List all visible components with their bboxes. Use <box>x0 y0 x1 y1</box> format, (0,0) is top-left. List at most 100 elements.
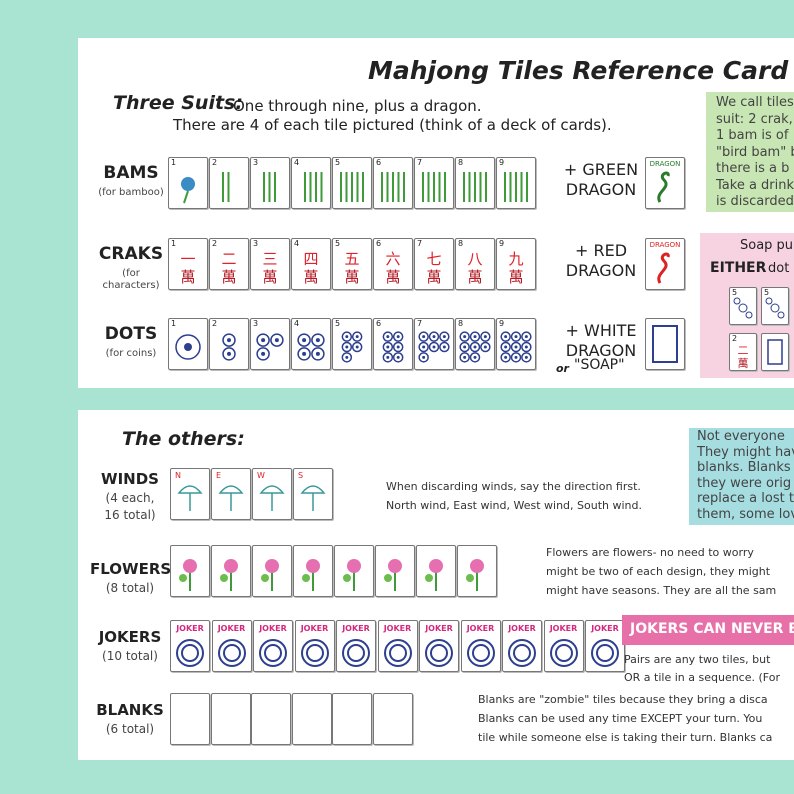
soap-name: "SOAP" <box>574 357 625 373</box>
heading: The others: <box>122 428 245 450</box>
tile-art <box>652 325 678 363</box>
crak-number: 一 <box>180 250 196 268</box>
tile: JOKER <box>336 620 376 672</box>
tile-number: 2 <box>212 239 218 248</box>
tile-art <box>591 639 619 667</box>
tile: 2 <box>209 318 249 370</box>
tile-art <box>500 331 532 363</box>
tile-art <box>340 172 364 202</box>
dragon-text: DRAGON <box>565 341 637 360</box>
section-text: might have seasons. They are all the sam <box>546 584 777 597</box>
crak-suffix: 萬 <box>262 268 278 286</box>
section-text: Pairs are any two tiles, but <box>624 653 771 666</box>
tile-number: 7 <box>417 319 423 328</box>
tile: JOKER <box>170 620 210 672</box>
tile-art <box>222 333 236 361</box>
tile: 4 <box>291 157 331 209</box>
tile-number: 8 <box>458 239 464 248</box>
tile-art <box>177 485 203 511</box>
suit-note: characters) <box>102 280 160 291</box>
dragon-text: + GREEN <box>563 160 639 179</box>
tile-art <box>300 639 329 667</box>
section-text: Blanks can be used any time EXCEPT your … <box>478 712 763 725</box>
tile-number: 8 <box>458 158 464 167</box>
note-line: Take a drink <box>716 177 794 193</box>
tile-number: 3 <box>253 319 259 328</box>
section-text: OR a tile in a sequence. (For <box>624 671 780 684</box>
section-text: Blanks are "zombie" tiles because they b… <box>478 693 768 706</box>
wind-letter: S <box>298 471 304 480</box>
section-note: (8 total) <box>105 581 155 595</box>
tile: 8 <box>455 157 495 209</box>
tile <box>293 545 333 597</box>
tile-number: 5 <box>335 158 341 167</box>
suit-note: (for bamboo) <box>98 187 164 198</box>
tile-number: 5 <box>764 288 770 297</box>
tile <box>251 693 291 745</box>
tile-art <box>382 331 404 363</box>
tile-number: 7 <box>417 158 423 167</box>
tile-art <box>176 639 204 667</box>
tile <box>170 693 210 745</box>
tile-number: 2 <box>212 319 218 328</box>
joker-label: JOKER <box>342 624 370 633</box>
tile: 9 <box>496 157 536 209</box>
note-line: suit: 2 crak, <box>716 111 793 127</box>
tile-art <box>384 559 402 591</box>
crak-suffix: 萬 <box>221 268 237 286</box>
suit-note: (for coins) <box>105 348 157 359</box>
tile: DRAGON <box>645 238 685 290</box>
suit-name: DOTS <box>104 324 158 344</box>
tile: 5 <box>761 287 789 325</box>
tile-number: 9 <box>499 319 505 328</box>
joker-label: JOKER <box>217 624 246 633</box>
tile: 5 <box>332 157 372 209</box>
tile-number: 5 <box>335 319 341 328</box>
tile-number: 1 <box>171 319 177 328</box>
soap-or: or <box>556 362 569 375</box>
tile-art <box>418 331 450 363</box>
tile: DRAGON <box>645 157 685 209</box>
tile-number: 3 <box>253 158 259 167</box>
joker-label: JOKER <box>259 624 287 633</box>
tile: 3 <box>250 157 290 209</box>
tile-number: 8 <box>458 319 464 328</box>
tile: 6 <box>373 318 413 370</box>
wind-letter: E <box>216 471 222 480</box>
crak-suffix: 萬 <box>508 268 524 286</box>
tile-number: 5 <box>732 288 738 297</box>
tile: 1 <box>168 157 208 209</box>
crak-suffix: 萬 <box>737 357 749 370</box>
tile <box>334 545 374 597</box>
tile: JOKER <box>502 620 542 672</box>
section-name: WINDS <box>101 470 159 488</box>
joker-label: JOKER <box>176 624 204 633</box>
tile-number: 2 <box>732 334 738 343</box>
section-text: Flowers are flowers- no need to worry <box>546 546 754 559</box>
tile-art <box>466 639 495 667</box>
tile <box>457 545 497 597</box>
tile <box>416 545 456 597</box>
tile-art <box>343 559 361 591</box>
suit-note: (for <box>122 268 140 279</box>
note-line: there is a b <box>716 161 790 176</box>
joker-label: JOKER <box>425 624 453 633</box>
tile-art <box>220 559 238 591</box>
crak-number: 三 <box>262 250 278 268</box>
tile <box>645 318 685 370</box>
tile <box>252 545 292 597</box>
tile-number: 5 <box>335 239 341 248</box>
crak-suffix: 萬 <box>467 268 483 286</box>
tile-art <box>425 639 453 667</box>
dragon-text: + WHITE <box>565 321 637 340</box>
section-note: 16 total) <box>104 508 156 522</box>
note-line: We call tiles <box>716 95 794 110</box>
tile-art <box>175 334 201 360</box>
tile-art <box>256 333 284 361</box>
tile-art <box>657 252 670 284</box>
wind-letter: W <box>257 471 265 480</box>
tile <box>761 333 789 371</box>
